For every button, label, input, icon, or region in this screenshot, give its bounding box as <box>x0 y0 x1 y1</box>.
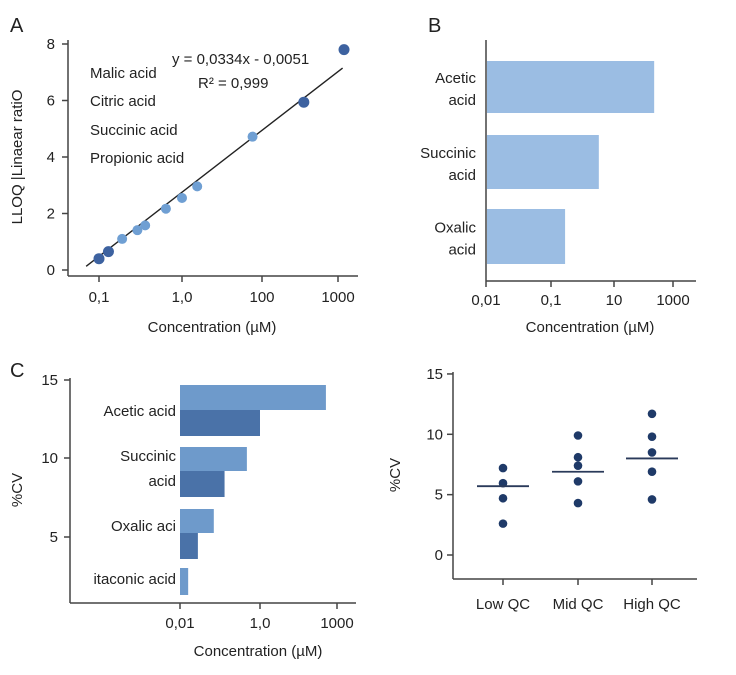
data-point <box>298 96 310 108</box>
legend-item: Succinic acid <box>90 122 178 139</box>
bar <box>180 410 260 436</box>
bar <box>180 509 214 533</box>
data-point <box>573 431 583 440</box>
panel-c: C %CV Concentration (µM) 15 10 5 0,01 1,0 100… <box>9 360 356 660</box>
x-tick-label: 0,01 <box>471 292 500 309</box>
data-point <box>117 233 128 244</box>
data-point <box>338 44 350 56</box>
x-tick-label: 10 <box>606 292 623 309</box>
y-tick-label: 4 <box>47 149 55 166</box>
x-tick-label: 1,0 <box>172 289 193 306</box>
bar <box>180 385 326 410</box>
data-point <box>102 246 114 258</box>
data-point <box>160 203 171 214</box>
data-point <box>647 495 657 504</box>
y-tick-label: 10 <box>426 426 443 443</box>
y-tick-label: 8 <box>47 36 55 53</box>
data-point <box>498 519 508 528</box>
data-point <box>647 467 657 477</box>
x-tick-label: 1000 <box>321 289 354 306</box>
data-point <box>573 461 583 470</box>
panel-label-c: C <box>10 360 24 382</box>
legend-item: Citric acid <box>90 93 156 110</box>
bar <box>487 135 599 189</box>
x-tick-label: 100 <box>249 289 274 306</box>
x-axis-label: Concentration (µM) <box>526 319 655 336</box>
data-point <box>573 452 583 462</box>
category-label: acid <box>448 167 476 184</box>
y-tick-label: 5 <box>50 529 58 546</box>
category-label: Low QC <box>476 596 530 613</box>
data-point <box>498 493 508 503</box>
y-tick-label: 0 <box>47 262 55 279</box>
y-tick-label: 2 <box>47 206 55 223</box>
data-point <box>647 432 657 442</box>
data-point <box>192 181 203 192</box>
category-label: acid <box>448 242 476 259</box>
x-tick-label: 1,0 <box>250 615 271 632</box>
category-label: Acetic <box>435 70 476 87</box>
data-point <box>647 448 657 457</box>
category-label: Acetic acid <box>103 403 176 420</box>
data-point <box>498 463 508 473</box>
y-tick-label: 0 <box>435 547 443 564</box>
fit-equation: y = 0,0334x - 0,0051 <box>172 51 309 68</box>
x-tick-label: 0,1 <box>541 292 562 309</box>
panel-label-a: A <box>10 15 24 37</box>
bar <box>487 209 566 264</box>
panel-a: A LLOQ |Linaear ratiO Concentration (µM)… <box>9 15 358 336</box>
panel-d: %CV 15 10 5 0 Low QC Mid QC High QC <box>387 366 697 613</box>
y-tick-label: 10 <box>41 450 58 467</box>
bar <box>487 61 655 113</box>
category-label: Succinic <box>120 448 176 465</box>
data-point <box>573 477 583 486</box>
x-tick-label: 0,1 <box>89 289 110 306</box>
legend-item: Propionic acid <box>90 150 184 167</box>
data-point <box>573 498 583 508</box>
category-label: High QC <box>623 596 681 613</box>
bar <box>180 568 189 595</box>
data-point <box>132 225 143 236</box>
y-axis-label: %CV <box>9 473 26 507</box>
x-tick-label: 1000 <box>656 292 689 309</box>
data-point <box>647 409 657 419</box>
y-tick-label: 15 <box>41 372 58 389</box>
x-tick-label: 1000 <box>320 615 353 632</box>
y-axis-label: LLOQ |Linaear ratiO <box>9 90 26 225</box>
x-tick-label: 0,01 <box>165 615 194 632</box>
category-label: Oxalic <box>434 220 476 237</box>
bar <box>180 447 247 471</box>
panel-b: B Concentration (µM) 0,01 0,1 10 1000 Acetic… <box>420 15 696 336</box>
category-label: acid <box>448 92 476 109</box>
category-label: acid <box>148 473 176 490</box>
panel-label-b: B <box>428 15 441 37</box>
data-point <box>140 220 151 231</box>
y-tick-label: 15 <box>426 366 443 383</box>
y-tick-label: 6 <box>47 93 55 110</box>
r-squared: R² = 0,999 <box>198 75 268 92</box>
data-point <box>93 253 105 265</box>
y-axis-label: %CV <box>387 458 404 492</box>
legend-item: Malic acid <box>90 65 157 82</box>
x-axis-label: Concentration (µM) <box>148 319 277 336</box>
data-point <box>177 192 187 203</box>
category-label: itaconic acid <box>93 571 176 588</box>
bar <box>180 471 225 497</box>
category-label: Oxalic aci <box>111 518 176 535</box>
y-tick-label: 5 <box>435 487 443 504</box>
category-label: Mid QC <box>553 596 604 613</box>
category-label: Succinic <box>420 145 476 162</box>
data-point <box>247 131 258 142</box>
x-axis-label: Concentration (µM) <box>194 643 323 660</box>
bar <box>180 533 198 559</box>
